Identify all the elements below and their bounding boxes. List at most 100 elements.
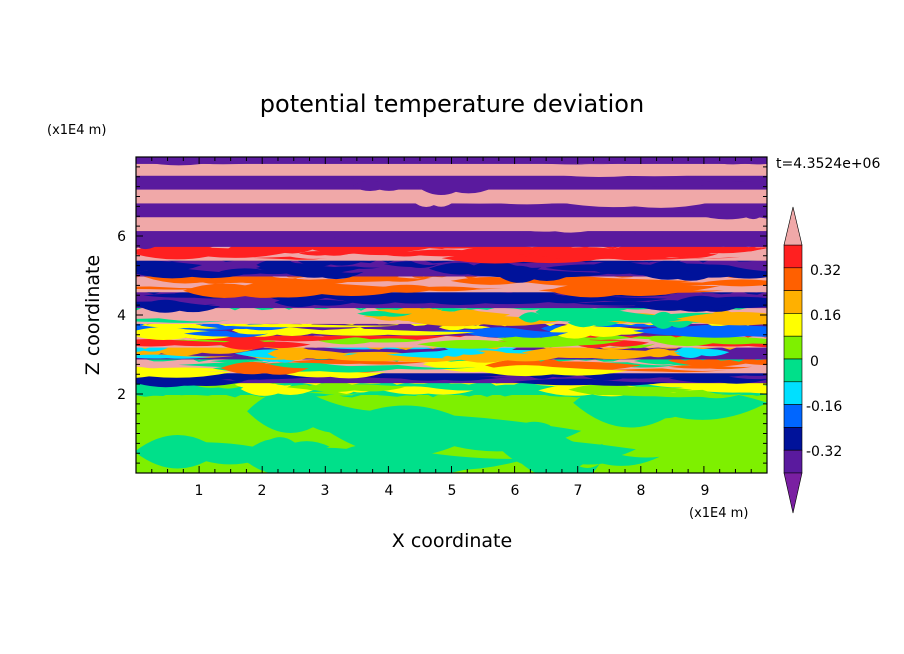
- contour-filament: [463, 327, 569, 338]
- contour-filament: [497, 336, 625, 346]
- contour-filament: [136, 234, 163, 250]
- contour-filament: [136, 435, 278, 469]
- contour-filament: [331, 178, 420, 182]
- contour-filament: [583, 390, 726, 398]
- contour-filament: [663, 325, 767, 333]
- contour-filament: [339, 274, 431, 282]
- contour-filament: [289, 359, 430, 365]
- x-tick-label: 9: [701, 483, 710, 499]
- contour-filament: [634, 300, 727, 312]
- contour-filament: [662, 389, 744, 399]
- contour-filament: [183, 330, 269, 338]
- contour-filament: [325, 220, 370, 224]
- contour-filament: [412, 193, 456, 208]
- colorbar-segment: [783, 313, 803, 337]
- contour-filament: [312, 351, 481, 363]
- contour-filament: [661, 229, 767, 245]
- x-tick-label: 6: [511, 483, 520, 499]
- contour-filament: [603, 371, 646, 378]
- contour-filament: [136, 318, 230, 323]
- y-axis-label: Z coordinate: [82, 255, 104, 375]
- contour-filament: [530, 314, 586, 322]
- contour-filament: [300, 328, 475, 336]
- contour-filament: [218, 339, 311, 350]
- contour-filament: [676, 295, 755, 307]
- contour-filament: [382, 386, 474, 395]
- contour-filament: [283, 384, 330, 391]
- contour-filament: [435, 199, 574, 205]
- y-tick-label: 4: [117, 308, 126, 324]
- contour-filament: [521, 347, 681, 358]
- contour-filament: [136, 377, 216, 386]
- contour-filament: [157, 225, 262, 230]
- colorbar-segment: [783, 267, 803, 291]
- contour-filament: [357, 374, 510, 380]
- contour-filament: [676, 312, 767, 326]
- contour-filament: [668, 364, 753, 370]
- time-label: t=4.3524e+06: [776, 156, 880, 172]
- contour-filament: [293, 167, 439, 173]
- colorbar-segment: [783, 404, 803, 428]
- contour-filament: [352, 180, 408, 192]
- contour-filament: [138, 299, 221, 313]
- x-tick-label: 5: [448, 483, 457, 499]
- colorbar-segment: [783, 427, 803, 451]
- contour-filament: [673, 346, 730, 359]
- contour-filament: [256, 258, 317, 272]
- contour-filament: [306, 220, 379, 227]
- colorbar-segment: [783, 381, 803, 405]
- x-tick-label: 2: [258, 483, 267, 499]
- contour-filament: [383, 261, 439, 269]
- y-unit-label: (x1E4 m): [47, 123, 106, 138]
- contour-filament: [318, 337, 423, 345]
- colorbar-label: -0.32: [806, 444, 842, 460]
- colorbar-labels: 0.32 0.16 0 -0.16 -0.32: [806, 263, 842, 460]
- contour-filament: [549, 324, 631, 339]
- contour-filament: [223, 324, 399, 328]
- y-tick-labels: 2 4 6: [117, 229, 126, 403]
- contour-filament: [247, 389, 379, 433]
- colorbar-top-arrow: [783, 206, 803, 246]
- contour-filament: [529, 247, 689, 261]
- contour-filament: [220, 361, 309, 375]
- y-tick-label: 2: [117, 387, 126, 403]
- contour-filament: [327, 405, 582, 457]
- contour-filament: [508, 436, 636, 462]
- contour-filament: [136, 366, 232, 378]
- contour-filament: [357, 310, 413, 317]
- colorbar-label: 0: [810, 354, 819, 370]
- contour-filament: [136, 244, 290, 260]
- contour-filament: [486, 189, 665, 202]
- contour-filament: [477, 365, 628, 377]
- contour-field: [136, 157, 767, 473]
- contour-filament: [417, 179, 494, 196]
- colorbar-segment: [783, 449, 803, 474]
- contour-filament: [136, 202, 294, 206]
- colorbar-bottom-arrow: [783, 472, 803, 514]
- contour-filament: [441, 349, 486, 357]
- contour-filament: [633, 282, 767, 286]
- x-tick-label: 8: [637, 483, 646, 499]
- contour-filament: [597, 368, 727, 373]
- colorbar-segment: [783, 290, 803, 314]
- contour-filament: [260, 437, 330, 457]
- x-tick-label: 7: [574, 483, 583, 499]
- contour-filament: [469, 261, 542, 275]
- colorbar-label: 0.16: [810, 308, 841, 324]
- chart-title: potential temperature deviation: [260, 90, 644, 118]
- contour-filament: [307, 390, 361, 396]
- contour-filament: [136, 257, 203, 273]
- contour-filament: [333, 232, 507, 243]
- contour-filament: [303, 382, 405, 393]
- contour-filament: [322, 445, 455, 473]
- colorbar: [783, 206, 803, 514]
- contour-filament: [567, 318, 620, 328]
- contour-filament: [553, 160, 683, 164]
- contour-filament: [136, 354, 211, 359]
- colorbar-segment: [783, 358, 803, 383]
- colorbar-segment: [783, 244, 803, 269]
- contour-filament: [191, 231, 264, 237]
- x-tick-labels: 1 2 3 4 5 6 7 8 9: [195, 483, 710, 499]
- contour-filament: [645, 260, 729, 274]
